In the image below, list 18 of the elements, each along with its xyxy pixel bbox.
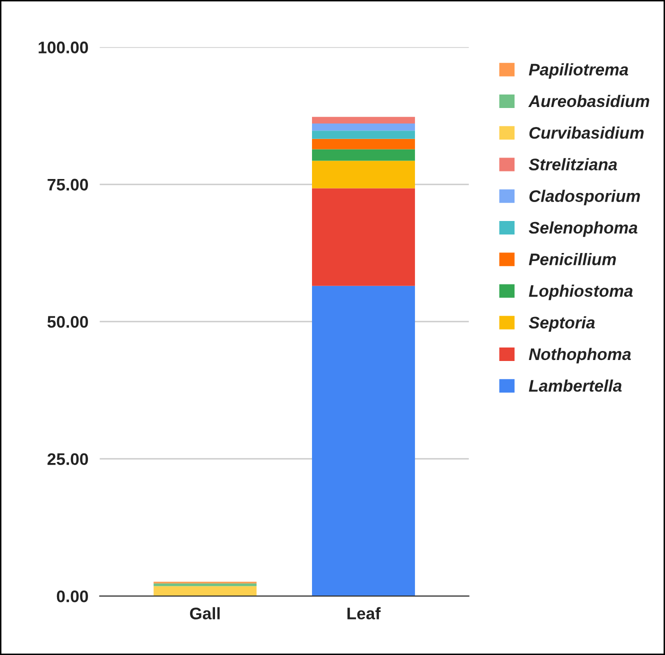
legend-label: Curvibasidium bbox=[529, 126, 644, 139]
legend-label: Septoria bbox=[528, 316, 595, 332]
y-tick-label: 75.00 bbox=[48, 178, 88, 191]
y-tick-label: 100.00 bbox=[38, 42, 88, 54]
legend-label: Strelitziana bbox=[528, 158, 618, 170]
legend-label: Aureobasidium bbox=[528, 94, 650, 108]
legend-label: Cladosporium bbox=[529, 190, 640, 206]
legend-label: Papiliotrema bbox=[528, 63, 628, 79]
legend-label: Lambertella bbox=[528, 380, 622, 392]
y-tick-label: 50.00 bbox=[47, 316, 88, 328]
x-tick-label: Leaf bbox=[347, 607, 381, 620]
legend-label: Penicillium bbox=[528, 253, 616, 266]
legend-label: Selenophoma bbox=[528, 221, 638, 237]
legend-label: Lophiostoma bbox=[528, 284, 633, 300]
y-tick-label: 25.00 bbox=[48, 453, 88, 466]
legend-label: Nothophoma bbox=[528, 348, 631, 364]
x-tick-label: Gall bbox=[190, 607, 220, 620]
y-tick-label: 0.00 bbox=[56, 590, 88, 602]
